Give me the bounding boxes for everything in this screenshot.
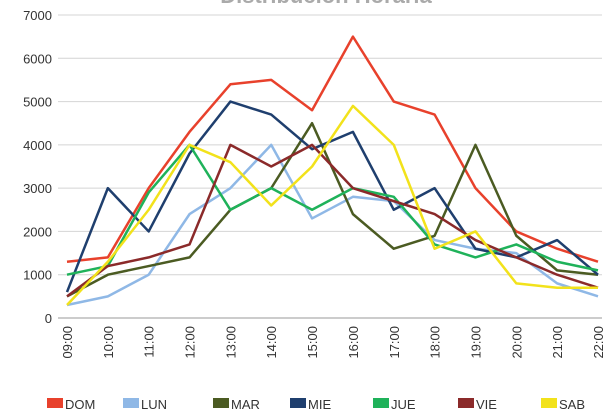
x-tick-label: 09:00 xyxy=(60,326,75,359)
y-tick-label: 7000 xyxy=(23,8,52,23)
legend-label: JUE xyxy=(391,397,416,412)
legend-swatch xyxy=(213,398,229,408)
series-line xyxy=(66,35,599,263)
x-tick-label: 20:00 xyxy=(509,326,524,359)
legend-label: DOM xyxy=(65,397,95,412)
x-tick-label: 17:00 xyxy=(387,326,402,359)
x-tick-label: 15:00 xyxy=(305,326,320,359)
chart-title: Distribución Horaria xyxy=(220,0,432,8)
y-tick-label: 0 xyxy=(45,311,52,326)
legend-label: VIE xyxy=(476,397,497,412)
series-line xyxy=(66,121,599,298)
series-line xyxy=(66,104,598,306)
legend-swatch xyxy=(123,398,139,408)
x-tick-label: 12:00 xyxy=(183,326,198,359)
y-tick-label: 2000 xyxy=(23,224,52,239)
legend-swatch xyxy=(373,398,389,408)
x-tick-label: 18:00 xyxy=(428,326,443,359)
y-tick-label: 6000 xyxy=(23,51,52,66)
series-line xyxy=(66,143,599,298)
x-tick-label: 21:00 xyxy=(550,326,565,359)
legend-label: MIE xyxy=(308,397,331,412)
x-tick-label: 11:00 xyxy=(142,326,157,358)
y-tick-label: 5000 xyxy=(23,95,52,110)
legend-label: SAB xyxy=(559,397,585,412)
legend-swatch xyxy=(458,398,474,408)
y-tick-label: 4000 xyxy=(23,138,52,153)
legend-swatch xyxy=(541,398,557,408)
y-tick-label: 1000 xyxy=(23,268,52,283)
y-tick-label: 3000 xyxy=(23,181,52,196)
x-tick-label: 13:00 xyxy=(223,326,238,359)
legend-label: LUN xyxy=(141,397,167,412)
x-tick-label: 16:00 xyxy=(346,326,361,359)
series-line xyxy=(65,100,599,293)
legend-swatch xyxy=(47,398,63,408)
x-tick-label: 10:00 xyxy=(101,326,116,359)
x-tick-label: 14:00 xyxy=(264,326,279,359)
legend-label: MAR xyxy=(231,397,260,412)
series-line xyxy=(66,143,599,276)
x-tick-label: 22:00 xyxy=(591,326,606,359)
legend-swatch xyxy=(290,398,306,408)
x-tick-label: 19:00 xyxy=(468,326,483,359)
